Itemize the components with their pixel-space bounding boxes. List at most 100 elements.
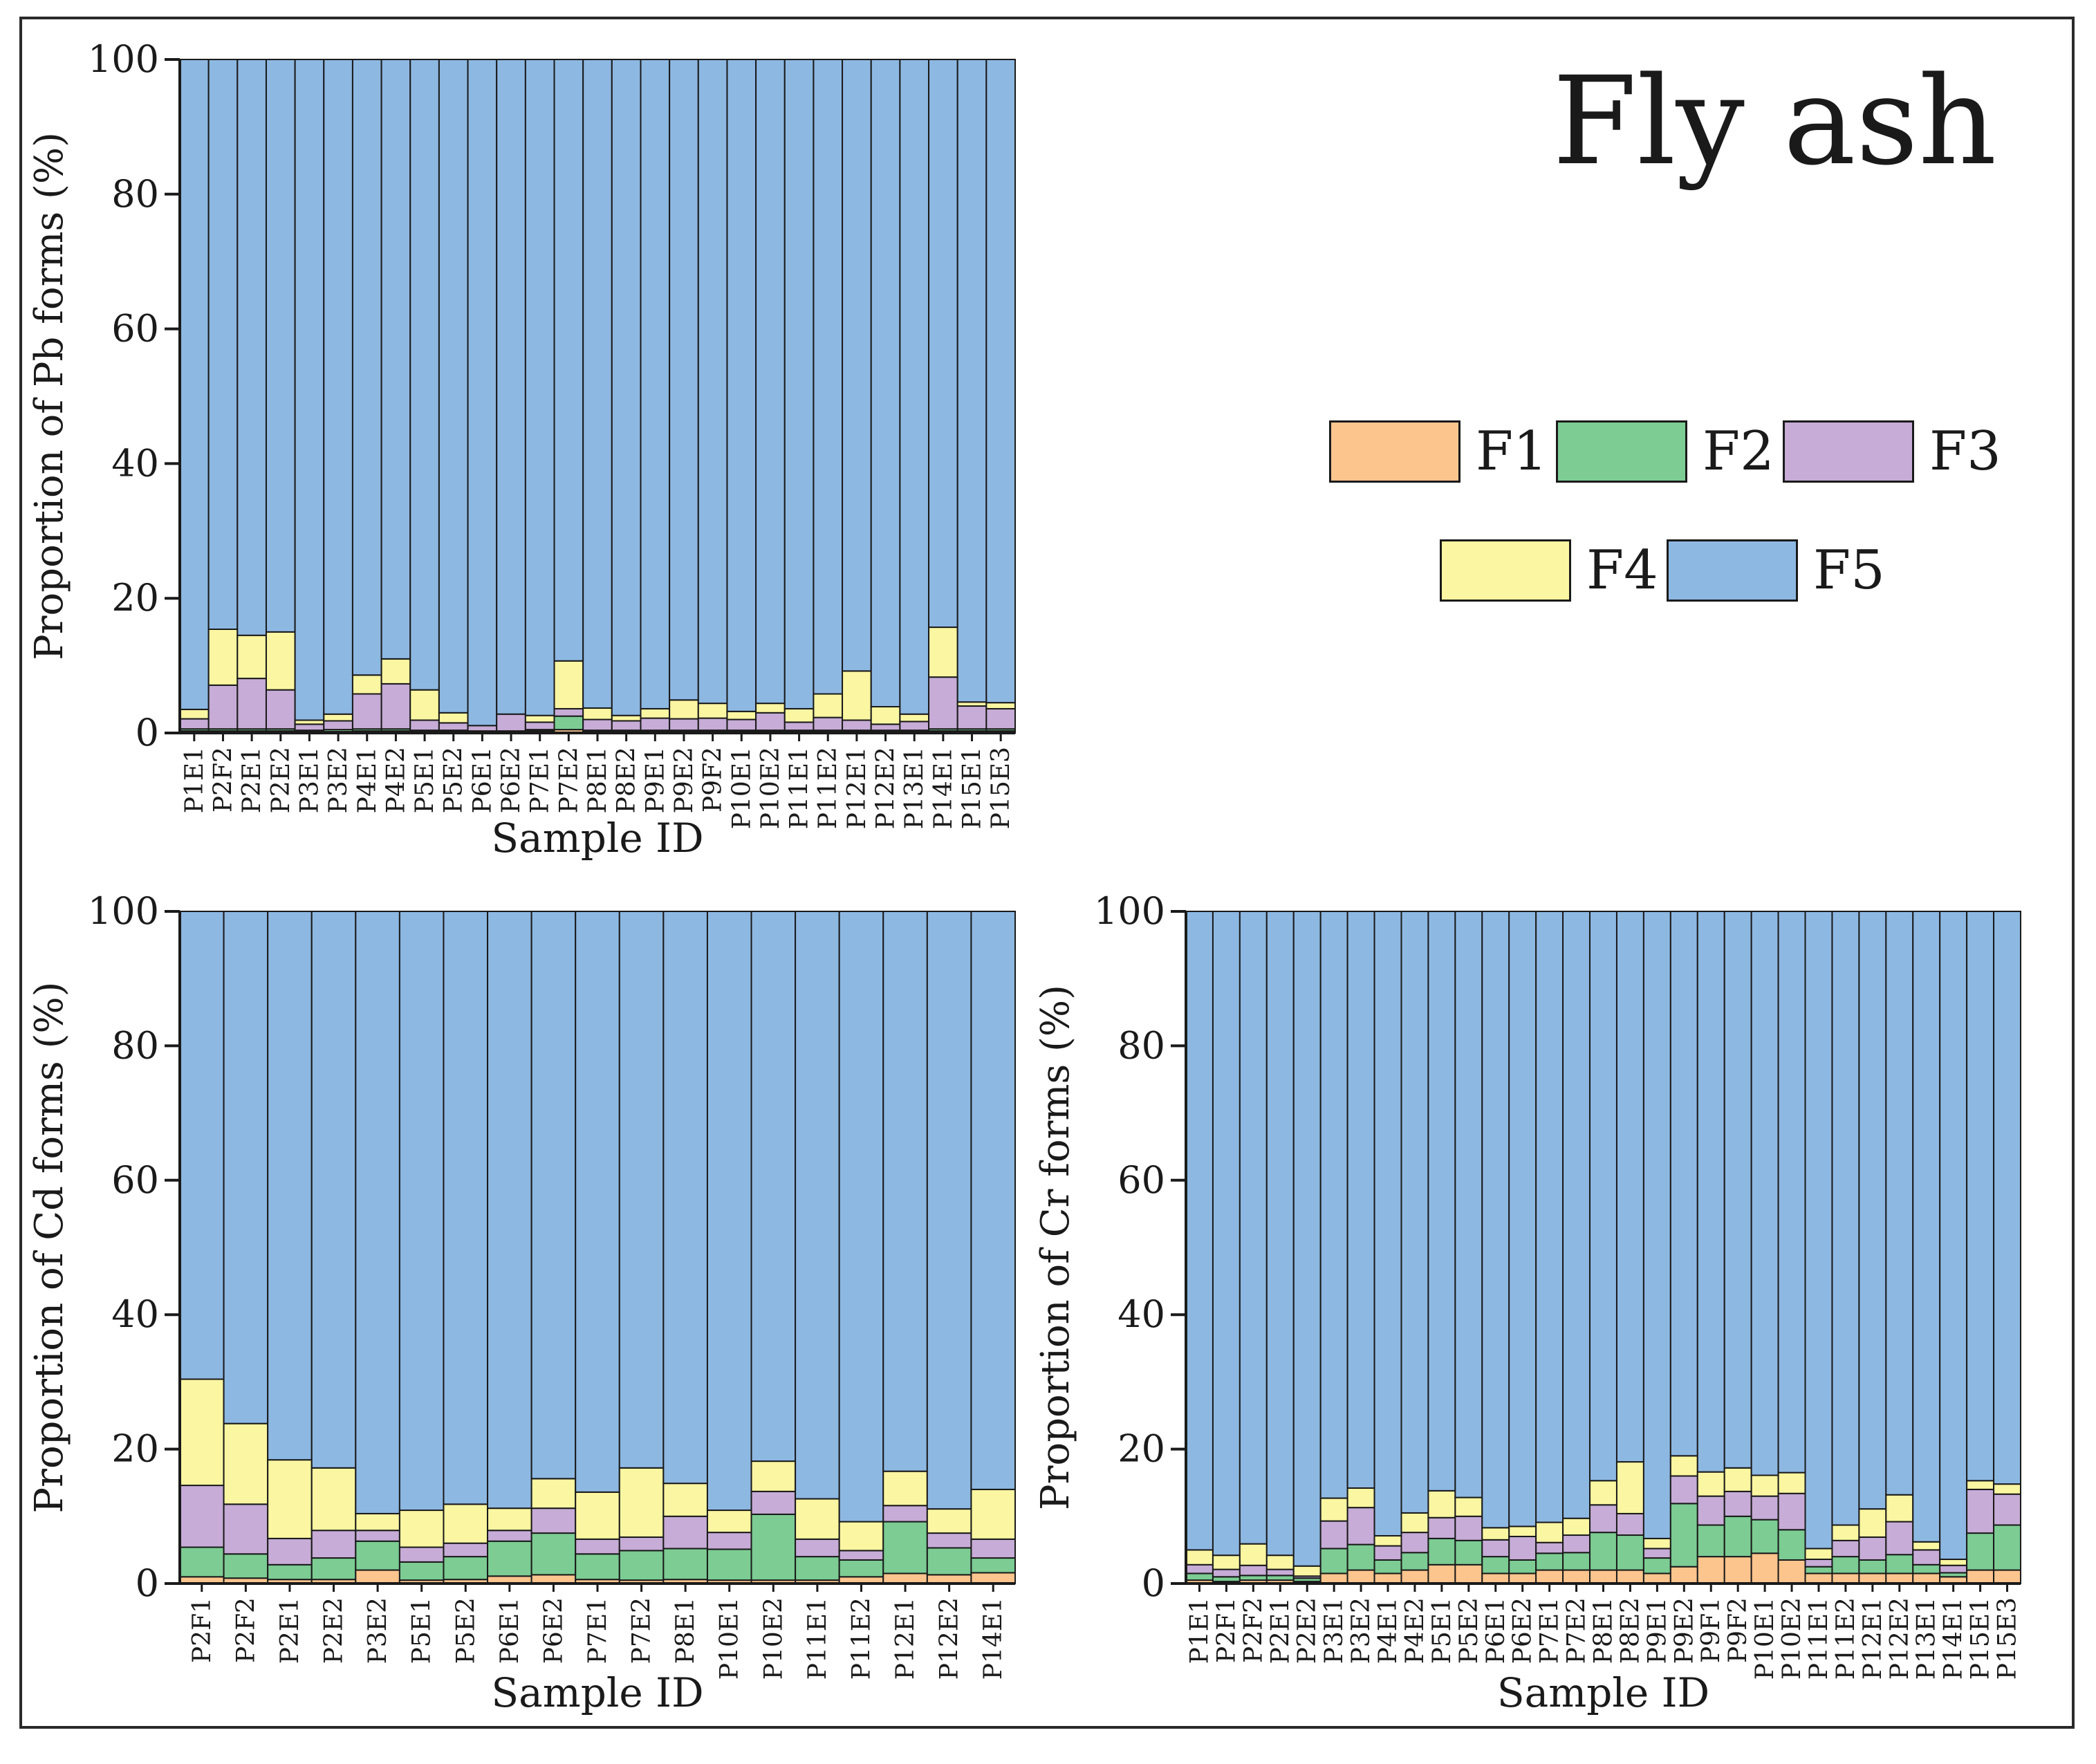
- bar-segment-P1E1-F5: [1185, 911, 1214, 1551]
- legend-swatch-f2: [1556, 420, 1687, 483]
- bar-segment-P7E1-F4: [1535, 1521, 1564, 1543]
- legend-swatch-f4: [1440, 539, 1571, 602]
- bar-segment-P3E2-F2: [1346, 1543, 1375, 1571]
- bar-segment-P2E1-F3: [237, 678, 267, 730]
- bar-segment-P13E1-F5: [1912, 911, 1941, 1543]
- x-tick-label: P15E1: [1967, 1597, 1995, 1680]
- bar-segment-P10E2-F4: [1777, 1471, 1806, 1494]
- bar-segment-P9E1-F4: [640, 707, 671, 719]
- bar-segment-P7E1-F3: [575, 1538, 620, 1555]
- bar-segment-P2F1-F3: [1212, 1568, 1241, 1578]
- bar-segment-P8E2-F4: [1615, 1461, 1644, 1514]
- bar-segment-P9E1-F5: [640, 59, 671, 709]
- bar-segment-P2F1-F4: [179, 1378, 225, 1487]
- bar-segment-P11E2-F4: [813, 693, 844, 718]
- bar-segment-P10E2-F5: [755, 59, 786, 705]
- legend-swatch-f1: [1329, 420, 1460, 483]
- x-tick-label: P6E2: [539, 1597, 568, 1664]
- bar-segment-P4E1-F1: [1373, 1572, 1402, 1584]
- bar-segment-P6E1-F2: [1481, 1556, 1510, 1575]
- bar-segment-P2F1-F3: [179, 1485, 225, 1548]
- bar-segment-P14E1-F3: [970, 1538, 1017, 1559]
- bar-segment-P4E1-F2: [1373, 1559, 1402, 1575]
- bar-segment-P6E1-F4: [1481, 1527, 1510, 1541]
- bar-segment-P4E2-F2: [1400, 1552, 1429, 1571]
- bar-segment-P8E2-F1: [1615, 1569, 1644, 1585]
- bar-segment-P8E1-F4: [662, 1483, 708, 1517]
- x-tick-label: P12E2: [1886, 1597, 1914, 1680]
- bar-segment-P2F2-F5: [223, 911, 269, 1424]
- bar-segment-P9F2-F4: [1723, 1467, 1752, 1492]
- bar-segment-P12E1-F4: [882, 1470, 928, 1507]
- legend-swatch-f3: [1783, 420, 1914, 483]
- bar-segment-P3E1-F4: [1319, 1497, 1348, 1522]
- bar-segment-P2E2-F5: [1292, 911, 1321, 1567]
- x-tick-label: P12E2: [936, 1597, 964, 1680]
- bar-segment-P8E1-F2: [662, 1548, 708, 1581]
- bar-segment-P9F2-F4: [697, 703, 728, 719]
- bar-segment-P8E1-F3: [582, 718, 613, 732]
- bar-segment-P10E2-F3: [755, 712, 786, 732]
- y-tick-label: 20: [1117, 1427, 1165, 1471]
- bar-segment-P15E3-F5: [1993, 911, 2022, 1485]
- x-tick-label: P8E2: [1616, 1597, 1644, 1664]
- bar-segment-P4E2-F5: [1400, 911, 1429, 1514]
- bar-segment-P7E2-F5: [618, 911, 665, 1469]
- chart-panel-2: 0 20 40 60 80 100 P2F1 P2F2 P2E1 P2E2 P3E2 P5E1 P5E2…: [27, 889, 1017, 1716]
- bar-segment-P6E2-F4: [1508, 1525, 1537, 1537]
- bar-segment-P13E1-F5: [899, 59, 930, 715]
- bar-segment-P12E1-F5: [842, 59, 872, 672]
- x-tick-label: P7E2: [628, 1597, 656, 1664]
- x-tick-label: P5E1: [408, 1597, 436, 1664]
- bar-segment-P8E1-F1: [1589, 1569, 1617, 1585]
- bar-segment-P11E1-F5: [1804, 911, 1833, 1550]
- y-axis-title: Proportion of Cd forms (%): [27, 982, 72, 1514]
- bar-segment-P13E1-F1: [1912, 1572, 1941, 1584]
- bar-segment-P3E2-F2: [355, 1540, 400, 1571]
- bar-segment-P5E1-F4: [409, 689, 440, 721]
- bar-segment-P5E2-F3: [443, 1542, 489, 1558]
- x-tick-label: P11E1: [1805, 1597, 1833, 1680]
- x-tick-label: P12E1: [1859, 1597, 1887, 1680]
- bar-segment-P9E1-F4: [1642, 1537, 1671, 1550]
- bar-segment-P4E2-F4: [1400, 1512, 1429, 1534]
- bar-segment-P7E1-F3: [1535, 1541, 1564, 1554]
- bar-segment-P2E2-F3: [310, 1530, 357, 1559]
- legend-label-f3: F3: [1929, 420, 2001, 483]
- bar-segment-P6E2-F3: [1508, 1535, 1537, 1561]
- bar-segment-P10E1-F5: [706, 911, 752, 1512]
- bar-segment-P7E2-F2: [553, 715, 584, 731]
- x-tick-label: P2E1: [276, 1597, 304, 1664]
- bar-segment-P4E1-F4: [1373, 1534, 1402, 1547]
- bar-segment-P13E1-F4: [899, 713, 930, 723]
- bar-segment-P15E1-F5: [956, 59, 987, 703]
- x-tick-label: P9F2: [699, 747, 727, 813]
- bar-segment-P11E1-F2: [1804, 1566, 1833, 1575]
- bar-segment-P4E2-F5: [380, 59, 411, 660]
- x-tick-label: P10E2: [759, 1597, 788, 1680]
- bar-segment-P5E1-F5: [1427, 911, 1456, 1492]
- bar-segment-P7E1-F5: [1535, 911, 1564, 1523]
- bar-segment-P13E1-F3: [1912, 1549, 1941, 1566]
- bar-segment-P9E1-F3: [640, 717, 671, 732]
- bar-segment-P15E1-F1: [1966, 1569, 1995, 1585]
- bar-segment-P11E2-F1: [1831, 1572, 1860, 1584]
- bar-segment-P2E1-F4: [1265, 1554, 1295, 1570]
- chart-panel-3: 0 20 40 60 80 100 P1E1P2F1P2F2P2E1P2E2P3E1P3E2…: [1033, 889, 2022, 1716]
- x-tick-label: P12E1: [843, 747, 871, 829]
- bar-segment-P3E1-F3: [1319, 1520, 1348, 1550]
- bar-segment-P7E1-F4: [524, 714, 555, 723]
- x-tick-label: P7E1: [1536, 1597, 1564, 1664]
- bar-segment-P6E2-F5: [530, 911, 577, 1480]
- y-tick-label: 40: [111, 1292, 159, 1336]
- bar-segment-P12E2-F5: [870, 59, 901, 708]
- bar-segment-P5E1-F4: [1427, 1489, 1456, 1519]
- bar-segment-P10E2-F4: [755, 703, 786, 714]
- bar-segment-P4E1-F5: [351, 59, 382, 676]
- y-axis-title: Proportion of Pb forms (%): [27, 132, 72, 660]
- bar-segment-P3E1-F3: [294, 723, 325, 732]
- bar-segment-P7E2-F4: [618, 1467, 665, 1538]
- bar-segment-P12E2-F1: [1885, 1572, 1914, 1584]
- x-tick-label: P14E1: [979, 1597, 1008, 1680]
- bar-segment-P10E1-F3: [706, 1532, 752, 1550]
